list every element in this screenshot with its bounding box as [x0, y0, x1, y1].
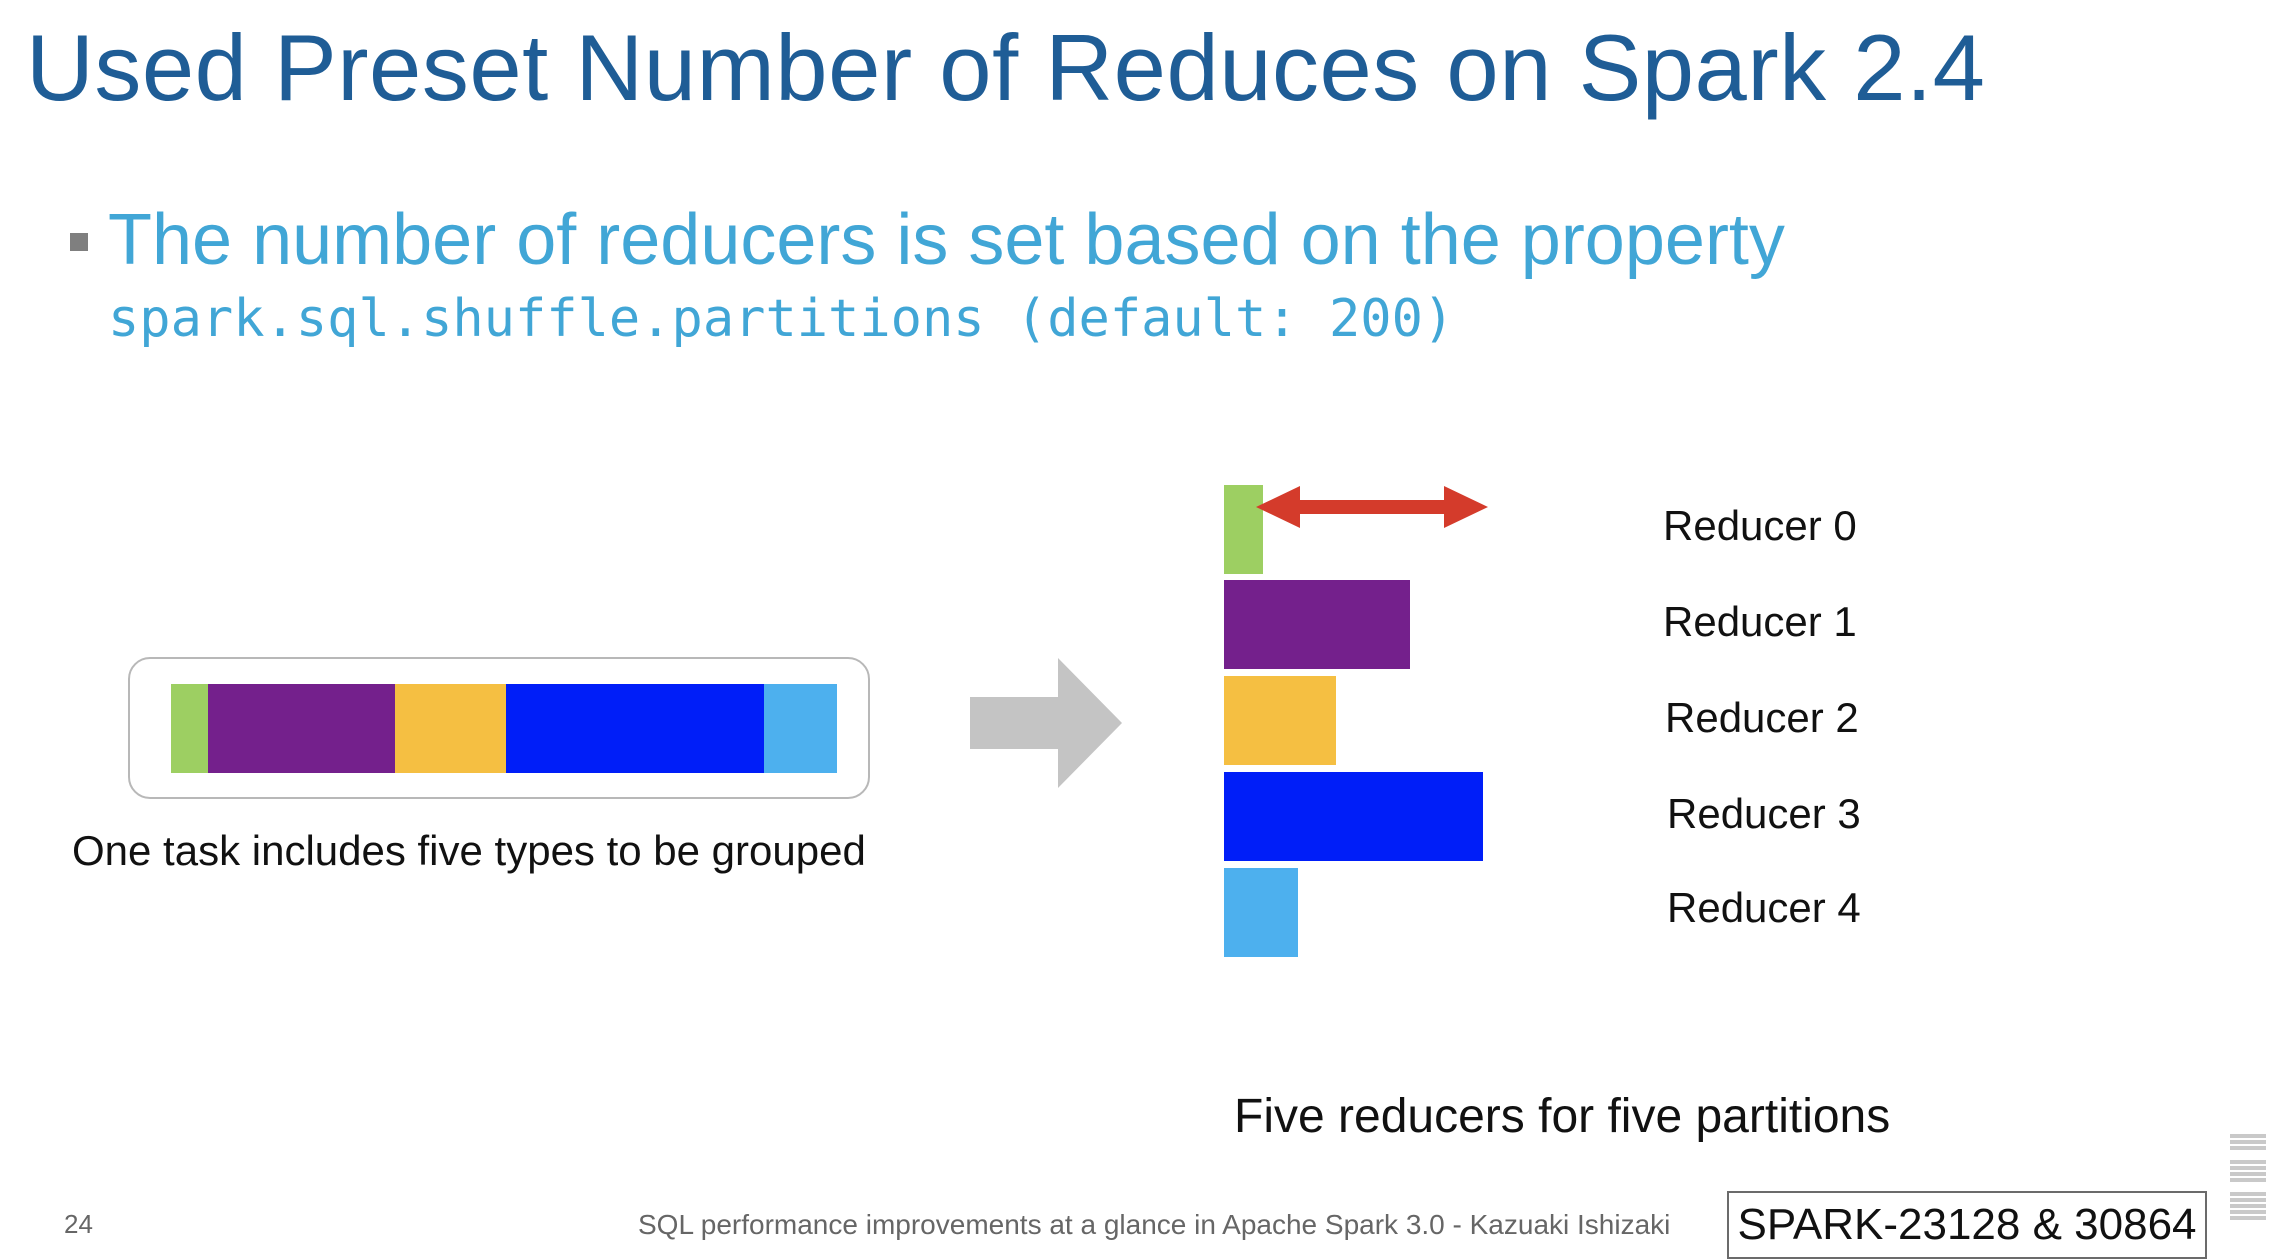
bullet-square	[70, 233, 88, 251]
reducer-label-2: Reducer 2	[1665, 694, 1859, 741]
task-caption: One task includes five types to be group…	[72, 827, 866, 874]
reducer-bar-4	[1224, 868, 1298, 957]
reducer-bar-2	[1224, 676, 1336, 765]
task-container	[128, 657, 870, 799]
task-segment-2	[395, 684, 506, 773]
reducer-label-4: Reducer 4	[1667, 884, 1861, 931]
bullet-code: spark.sql.shuffle.partitions (default: 2…	[108, 289, 1455, 349]
reducer-label-1: Reducer 1	[1663, 598, 1857, 645]
issue-reference: SPARK-23128 & 30864	[1727, 1191, 2207, 1259]
task-segment-0	[171, 684, 208, 773]
ibm-logo-icon	[2230, 1134, 2266, 1220]
diagram-caption: Five reducers for five partitions	[1234, 1090, 1891, 1143]
reducer-bar-0	[1224, 485, 1263, 574]
reducer-label-0: Reducer 0	[1663, 502, 1857, 549]
bullet-text: The number of reducers is set based on t…	[108, 200, 1785, 280]
task-segment-3	[506, 684, 764, 773]
reducer-label-3: Reducer 3	[1667, 790, 1861, 837]
double-arrow-icon	[1256, 486, 1488, 528]
reducer-bar-1	[1224, 580, 1410, 669]
page-number: 24	[64, 1209, 93, 1239]
right-arrow-icon	[970, 658, 1122, 788]
footer-text: SQL performance improvements at a glance…	[638, 1209, 1671, 1240]
task-segment-4	[764, 684, 837, 773]
slide-title: Used Preset Number of Reduces on Spark 2…	[26, 15, 1986, 120]
reducer-bar-3	[1224, 772, 1483, 861]
task-segment-1	[208, 684, 395, 773]
